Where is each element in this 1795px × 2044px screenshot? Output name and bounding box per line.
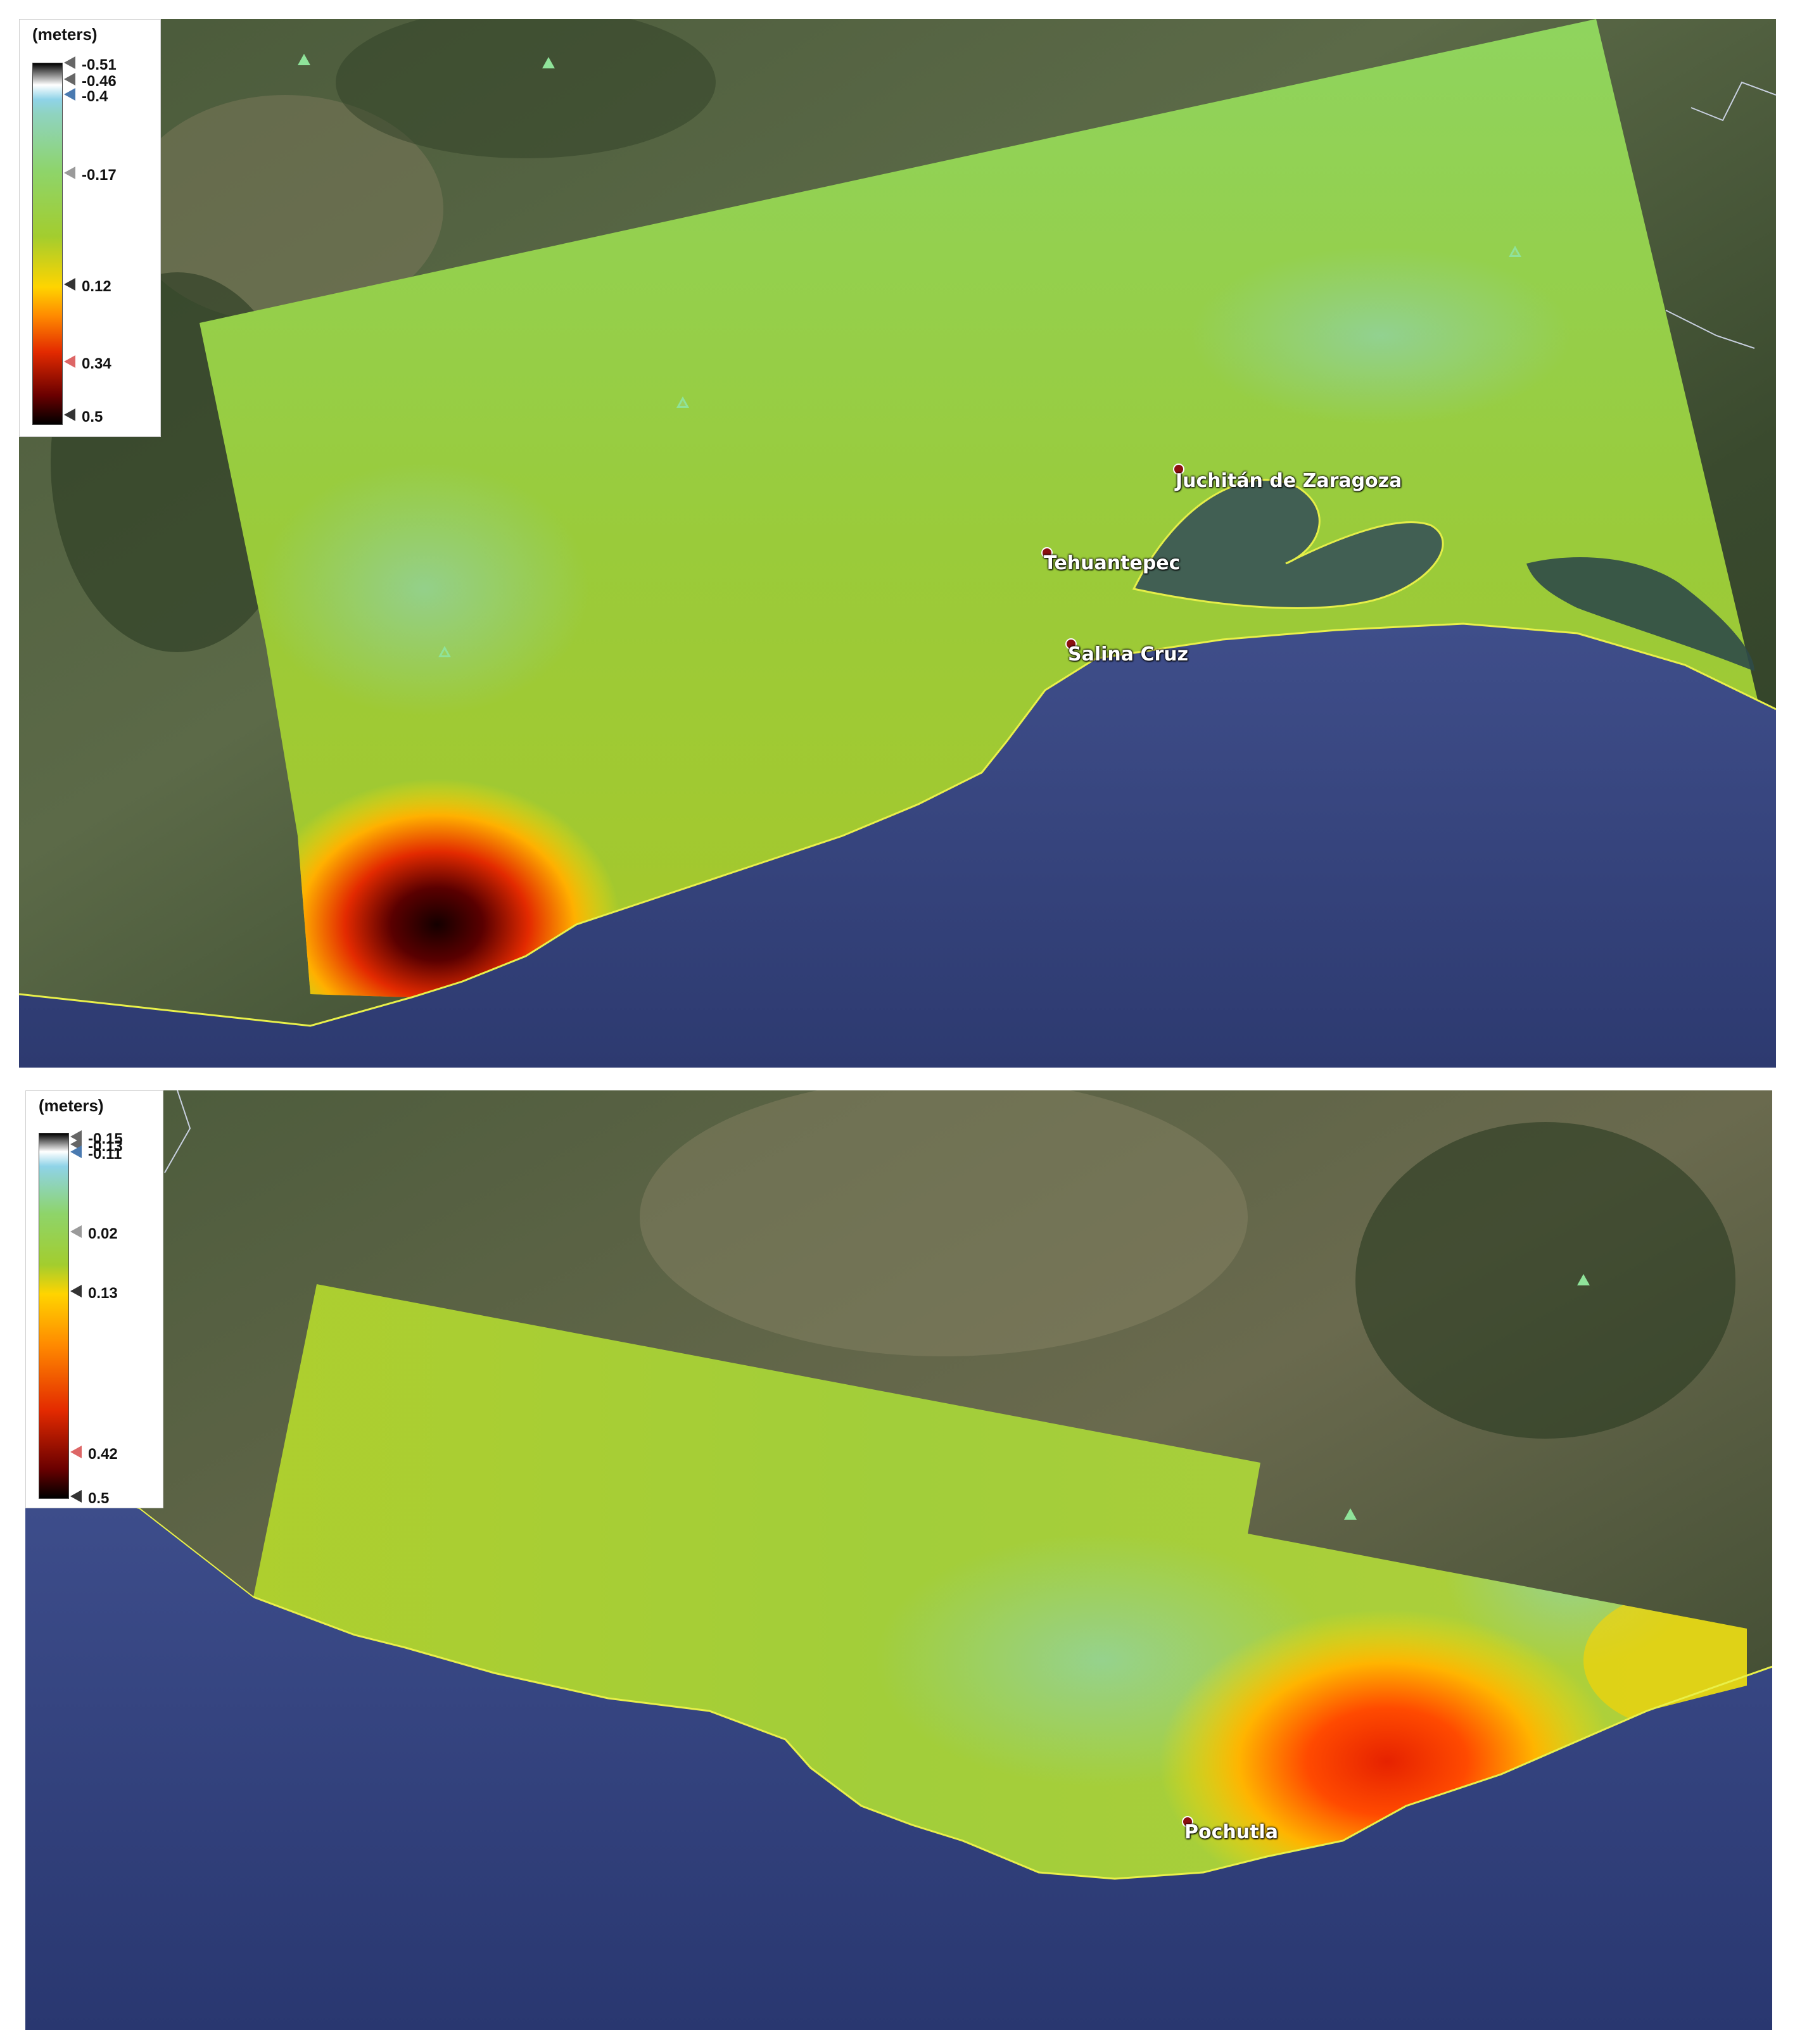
legend-tick-label: 0.42 bbox=[88, 1446, 118, 1463]
legend-tick-label: -0.46 bbox=[82, 73, 117, 90]
legend-marker bbox=[64, 408, 75, 421]
place-label: Tehuantepec bbox=[1044, 552, 1181, 574]
legend-tick-label: 0.5 bbox=[88, 1490, 110, 1507]
legend-marker bbox=[70, 1490, 82, 1503]
legend-tick-label: -0.15 bbox=[88, 1130, 123, 1147]
map-canvas-bottom bbox=[25, 1090, 1772, 2030]
legend-colorbar bbox=[39, 1133, 69, 1499]
legend-tick-label: -0.51 bbox=[82, 56, 117, 73]
legend-marker bbox=[64, 278, 75, 291]
place-marker-icon bbox=[1065, 638, 1077, 650]
color-legend: (meters) -0.15 -0.13 -0.11 0.02 0.13 0.4… bbox=[25, 1090, 163, 1508]
legend-marker bbox=[64, 88, 75, 101]
map-canvas-top bbox=[19, 19, 1776, 1068]
place-label: Juchitán de Zaragoza bbox=[1176, 470, 1402, 492]
legend-marker bbox=[70, 1225, 82, 1238]
legend-marker bbox=[70, 1145, 82, 1158]
map-panel-bottom: (meters) -0.15 -0.13 -0.11 0.02 0.13 0.4… bbox=[25, 1090, 1772, 2030]
legend-tick-label: 0.02 bbox=[88, 1225, 118, 1242]
color-legend: (meters) -0.51 -0.46 -0.4 -0.17 0.12 0.3… bbox=[19, 19, 161, 437]
legend-tick-label: 0.34 bbox=[82, 355, 111, 372]
legend-marker bbox=[64, 355, 75, 368]
legend-tick-label: 0.13 bbox=[88, 1285, 118, 1302]
place-label: Salina Cruz bbox=[1068, 643, 1189, 666]
legend-units: (meters) bbox=[32, 25, 98, 44]
map-panel-top: (meters) -0.51 -0.46 -0.4 -0.17 0.12 0.3… bbox=[19, 19, 1776, 1068]
place-marker-icon bbox=[1182, 1816, 1193, 1827]
volcano-icon bbox=[298, 54, 310, 65]
legend-marker bbox=[64, 56, 75, 69]
place-marker-icon bbox=[1173, 464, 1184, 475]
legend-marker bbox=[64, 167, 75, 179]
volcano-icon bbox=[676, 396, 689, 408]
volcano-icon bbox=[1509, 246, 1521, 257]
legend-tick-label: -0.17 bbox=[82, 167, 117, 184]
legend-marker bbox=[70, 1285, 82, 1297]
place-marker-icon bbox=[1041, 547, 1053, 558]
legend-marker bbox=[64, 73, 75, 85]
legend-tick-label: 0.5 bbox=[82, 408, 103, 426]
legend-tick-label: -0.4 bbox=[82, 88, 108, 105]
legend-tick-label: -0.13 bbox=[88, 1138, 123, 1155]
legend-tick-label: 0.12 bbox=[82, 278, 111, 295]
legend-units: (meters) bbox=[39, 1096, 104, 1115]
place-label: Pochutla bbox=[1184, 1821, 1278, 1843]
legend-tick-label: -0.11 bbox=[88, 1145, 122, 1163]
volcano-icon bbox=[542, 57, 555, 68]
legend-marker bbox=[70, 1446, 82, 1458]
volcano-icon bbox=[1344, 1508, 1357, 1520]
volcano-icon bbox=[1577, 1274, 1590, 1285]
legend-colorbar bbox=[32, 63, 63, 425]
volcano-icon bbox=[438, 646, 451, 657]
